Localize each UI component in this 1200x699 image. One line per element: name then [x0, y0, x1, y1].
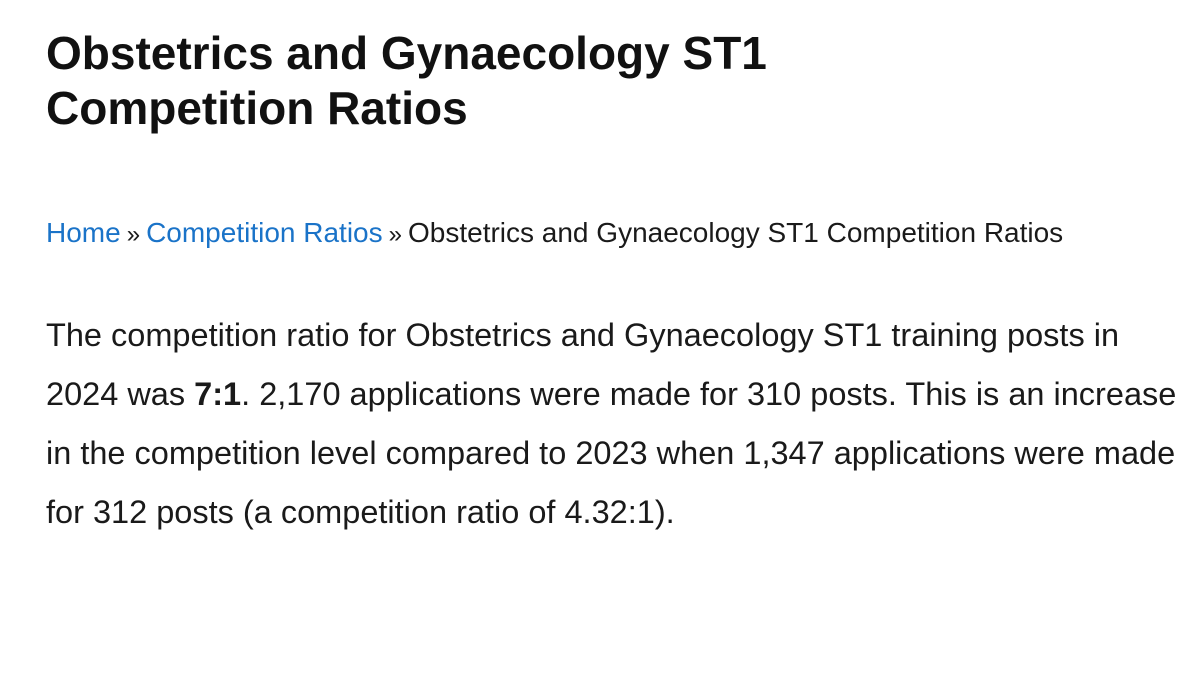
page-title: Obstetrics and Gynaecology ST1 Competiti… — [46, 27, 767, 134]
breadcrumb-current: Obstetrics and Gynaecology ST1 Competiti… — [407, 217, 1064, 248]
paragraph-text: The competition ratio for Obstetrics and… — [46, 317, 1120, 412]
breadcrumb-link[interactable]: Competition Ratios — [146, 217, 383, 248]
paragraph-bold: 7:1 — [194, 376, 242, 412]
content: Obstetrics and Gynaecology ST1 Competiti… — [46, 0, 1196, 542]
breadcrumb: Home» Competition Ratios» Obstetrics and G… — [46, 204, 1196, 264]
breadcrumb-separator: » — [126, 221, 141, 248]
breadcrumb-separator: » — [388, 221, 402, 248]
breadcrumb-link[interactable]: Home — [46, 217, 121, 248]
paragraph-text: . 2,170 applications were made for 310 p… — [46, 376, 1177, 530]
paragraph: The competition ratio for Obstetrics and… — [46, 306, 1196, 542]
